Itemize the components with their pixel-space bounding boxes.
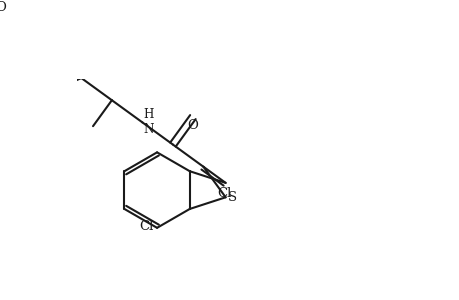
- Text: H
N: H N: [143, 107, 153, 136]
- Text: O: O: [0, 1, 6, 14]
- Text: Cl: Cl: [139, 220, 153, 233]
- Text: Cl: Cl: [217, 188, 231, 200]
- Text: S: S: [228, 191, 237, 204]
- Text: O: O: [187, 119, 198, 132]
